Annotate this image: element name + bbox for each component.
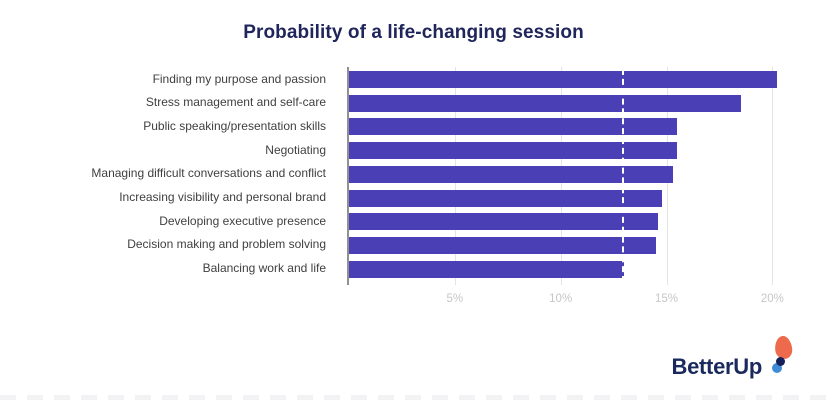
x-axis-tick-labels: 5% 10% 15% 20% bbox=[0, 293, 827, 309]
bar-6 bbox=[349, 213, 659, 231]
bar-3 bbox=[349, 142, 678, 160]
betterup-logo: BetterUp bbox=[671, 335, 795, 380]
x-tick-15pct: 15% bbox=[655, 293, 679, 305]
chart-title: Probability of a life-changing session bbox=[243, 22, 584, 43]
x-tick-10pct: 10% bbox=[549, 293, 573, 305]
bar-7 bbox=[349, 236, 656, 254]
bar-5 bbox=[349, 189, 663, 207]
balloon-blue-dot bbox=[772, 363, 782, 373]
category-label-1: Stress management and self-care bbox=[145, 95, 326, 110]
x-tick-5pct: 5% bbox=[446, 293, 464, 305]
category-label-3: Negotiating bbox=[265, 142, 326, 157]
bar-series bbox=[349, 67, 820, 285]
betterup-balloon-icon bbox=[766, 335, 794, 380]
category-label-5: Increasing visibility and personal brand bbox=[119, 189, 326, 204]
balloon-shape bbox=[773, 335, 794, 360]
category-label-0: Finding my purpose and passion bbox=[152, 71, 326, 86]
bar-8 bbox=[349, 260, 625, 278]
bar-0 bbox=[349, 71, 777, 88]
category-axis-labels: Finding my purpose and passion Stress man… bbox=[0, 68, 337, 281]
x-tick-20pct: 20% bbox=[760, 293, 784, 305]
bar-1 bbox=[349, 94, 741, 112]
cropped-footer-text bbox=[0, 395, 827, 400]
average-reference-line bbox=[622, 69, 625, 282]
bar-2 bbox=[349, 118, 678, 136]
category-label-8: Balancing work and life bbox=[202, 261, 326, 275]
gridline-20pct bbox=[772, 67, 774, 285]
category-label-7: Decision making and problem solving bbox=[127, 237, 326, 252]
category-label-4: Managing difficult conversations and con… bbox=[91, 166, 326, 181]
balloon-navy-dot bbox=[776, 357, 785, 366]
category-label-6: Developing executive presence bbox=[159, 213, 326, 228]
bar-4 bbox=[349, 165, 673, 183]
category-label-2: Public speaking/presentation skills bbox=[143, 118, 326, 133]
plot-area bbox=[347, 67, 820, 285]
y-axis-line bbox=[347, 67, 349, 285]
betterup-logo-text: BetterUp bbox=[671, 354, 763, 379]
